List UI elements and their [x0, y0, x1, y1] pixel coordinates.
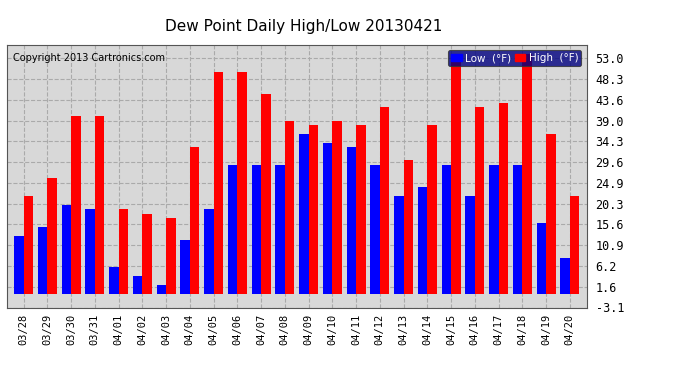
- Bar: [228, 165, 237, 294]
- Bar: [380, 107, 389, 294]
- Bar: [237, 72, 247, 294]
- Bar: [190, 147, 199, 294]
- Bar: [513, 165, 522, 294]
- Bar: [285, 120, 295, 294]
- Bar: [427, 125, 437, 294]
- Bar: [560, 258, 570, 294]
- Bar: [109, 267, 119, 294]
- Bar: [157, 285, 166, 294]
- Bar: [142, 214, 152, 294]
- Bar: [404, 160, 413, 294]
- Bar: [451, 54, 461, 294]
- Text: Dew Point Daily High/Low 20130421: Dew Point Daily High/Low 20130421: [165, 19, 442, 34]
- Bar: [166, 218, 175, 294]
- Bar: [38, 227, 48, 294]
- Bar: [475, 107, 484, 294]
- Bar: [356, 125, 366, 294]
- Bar: [308, 125, 318, 294]
- Bar: [71, 116, 81, 294]
- Legend: Low  (°F), High  (°F): Low (°F), High (°F): [448, 50, 581, 66]
- Bar: [522, 54, 532, 294]
- Bar: [204, 209, 214, 294]
- Bar: [261, 94, 270, 294]
- Bar: [570, 196, 580, 294]
- Bar: [119, 209, 128, 294]
- Bar: [86, 209, 95, 294]
- Bar: [499, 103, 508, 294]
- Bar: [489, 165, 499, 294]
- Bar: [442, 165, 451, 294]
- Bar: [546, 134, 555, 294]
- Bar: [537, 223, 546, 294]
- Bar: [23, 196, 33, 294]
- Bar: [394, 196, 404, 294]
- Bar: [418, 187, 427, 294]
- Bar: [299, 134, 308, 294]
- Text: Copyright 2013 Cartronics.com: Copyright 2013 Cartronics.com: [12, 53, 165, 63]
- Bar: [180, 240, 190, 294]
- Bar: [371, 165, 380, 294]
- Bar: [95, 116, 104, 294]
- Bar: [333, 120, 342, 294]
- Bar: [214, 72, 223, 294]
- Bar: [48, 178, 57, 294]
- Bar: [14, 236, 23, 294]
- Bar: [61, 205, 71, 294]
- Bar: [275, 165, 285, 294]
- Bar: [323, 143, 333, 294]
- Bar: [465, 196, 475, 294]
- Bar: [132, 276, 142, 294]
- Bar: [252, 165, 261, 294]
- Bar: [346, 147, 356, 294]
